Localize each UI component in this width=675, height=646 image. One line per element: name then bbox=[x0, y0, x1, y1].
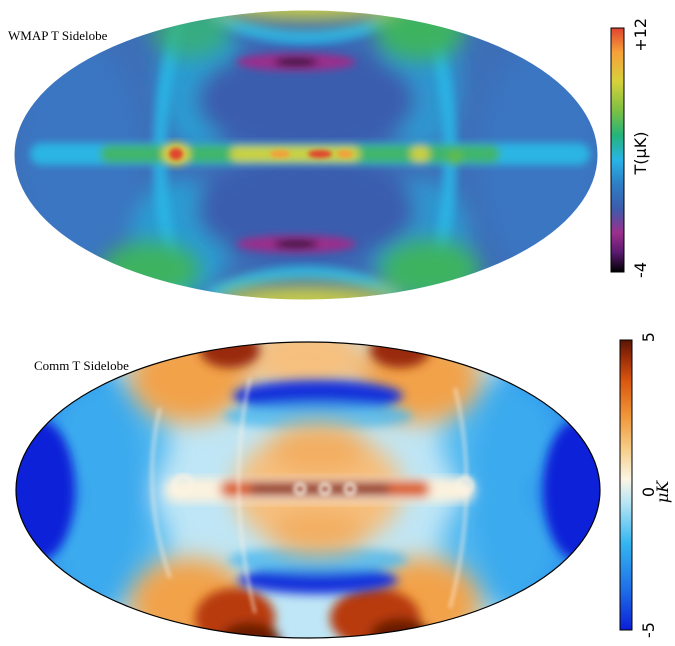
wmap-map-figure: WMAP T Sidelobe +12 -4 T(μK) bbox=[8, 9, 650, 301]
comm-map-figure: Comm T Sidelobe 5 0 μK -5 bbox=[15, 332, 672, 639]
wmap-colorbar: +12 -4 T(μK) bbox=[610, 18, 650, 278]
wmap-map-title: WMAP T Sidelobe bbox=[8, 28, 108, 43]
wmap-panel: WMAP T Sidelobe +12 -4 T(μK) bbox=[0, 0, 675, 318]
wmap-colorbar-max-label: +12 bbox=[631, 18, 650, 52]
comm-colorbar-gradient bbox=[619, 339, 633, 631]
comm-colorbar-unit-label: μK bbox=[653, 480, 672, 503]
wmap-sky-map bbox=[14, 10, 598, 300]
comm-panel: Comm T Sidelobe 5 0 μK -5 bbox=[0, 318, 675, 646]
wmap-colorbar-gradient bbox=[610, 27, 625, 273]
wmap-colorbar-min-label: -4 bbox=[631, 262, 650, 278]
comm-colorbar: 5 0 μK -5 bbox=[619, 332, 672, 638]
wmap-colorbar-unit-label: T(μK) bbox=[631, 132, 650, 176]
comm-map-outline bbox=[15, 341, 601, 639]
comm-colorbar-mid-label: 0 bbox=[639, 487, 658, 497]
comm-colorbar-min-label: -5 bbox=[639, 622, 658, 638]
comm-map-title: Comm T Sidelobe bbox=[34, 358, 129, 373]
comm-colorbar-max-label: 5 bbox=[639, 332, 658, 342]
